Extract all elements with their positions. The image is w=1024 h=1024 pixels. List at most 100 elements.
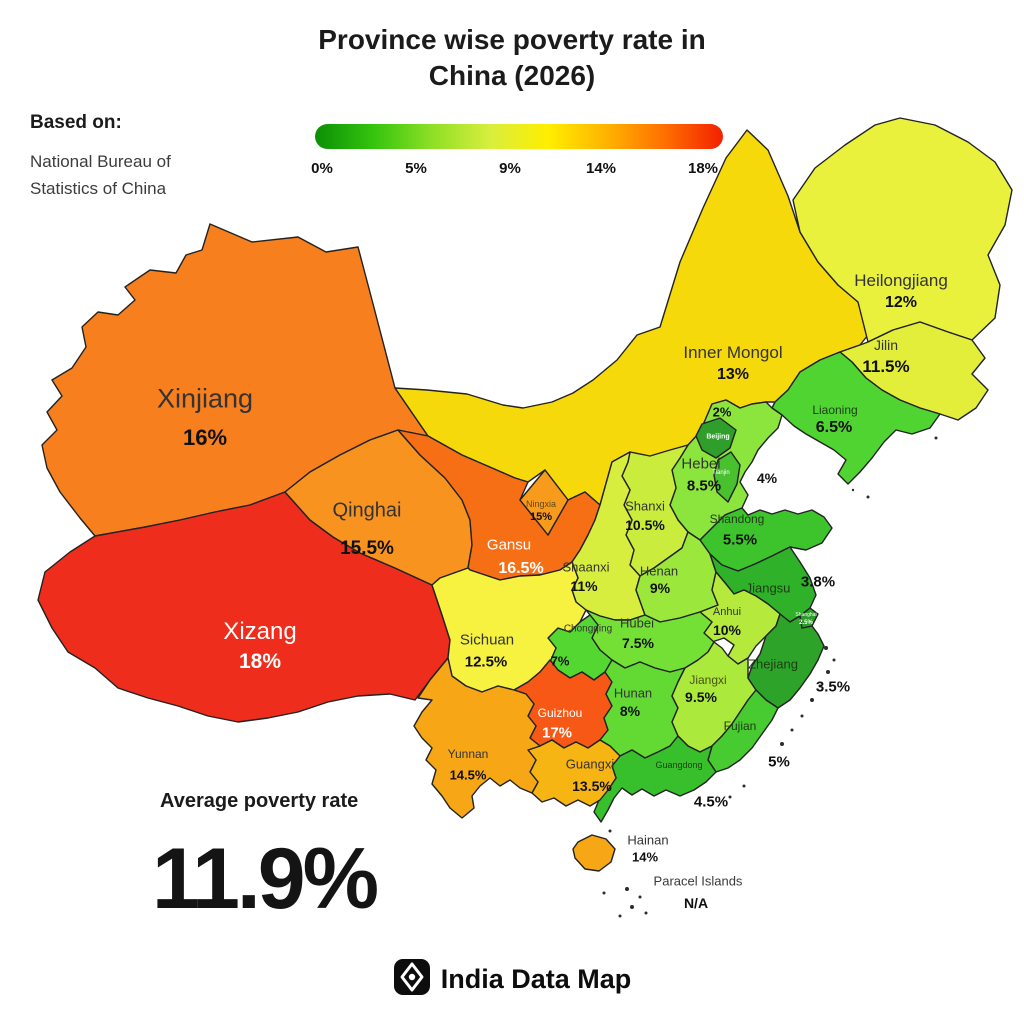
source-block: Based on: National Bureau of Statistics … — [30, 112, 171, 202]
label-gansu-value: 16.5% — [498, 560, 544, 577]
island-dot — [800, 714, 804, 718]
label-jiangxi-name: Jiangxi — [689, 673, 727, 687]
island-dot — [728, 795, 732, 799]
callout-guangdong-value: 4.5% — [693, 793, 729, 811]
label-paracel-value: N/A — [683, 895, 709, 911]
legend-gradient — [315, 124, 723, 149]
region-liaoning[interactable] — [771, 351, 941, 485]
region-tianjin[interactable] — [713, 451, 741, 503]
label-hainan-name: Hainan — [627, 832, 669, 848]
label-hunan-value: 8% — [619, 703, 641, 719]
label-shaanxi-value: 11% — [570, 578, 598, 594]
label-anhui-value: 10% — [712, 622, 742, 638]
label-yunnan-value: 14.5% — [449, 767, 487, 783]
island-dot — [866, 495, 870, 499]
island-dot — [851, 488, 855, 492]
label-tianjin-name: Tianjin — [712, 470, 730, 476]
label-sichuan-name: Sichuan — [459, 631, 515, 649]
label-hubei-name: Hubei — [620, 615, 654, 631]
label-paracel-name: Paracel Islands — [653, 873, 743, 889]
region-fujian[interactable] — [707, 689, 779, 773]
label-chongqing-value: 7% — [550, 653, 570, 669]
label-qinghai-value: 15.5% — [340, 538, 394, 559]
label-ningxia-value: 15% — [529, 511, 553, 523]
legend-tick-1: 5% — [405, 160, 427, 177]
region-beijing[interactable] — [695, 417, 737, 459]
region-ningxia[interactable] — [519, 469, 569, 536]
label-inner-mongol-name: Inner Mongol — [683, 343, 783, 362]
page-title: Province wise poverty rate in China (202… — [0, 22, 1024, 94]
region-sichuan[interactable] — [431, 561, 587, 693]
paracel-island-dot — [644, 911, 648, 915]
callout-fujian-value: 5% — [768, 753, 790, 771]
paracel-island-dot — [625, 887, 629, 891]
label-jiangsu-name: Jiangsu — [745, 580, 791, 596]
label-liaoning-value: 6.5% — [815, 419, 853, 436]
island-dot — [818, 684, 822, 688]
paracel-island-dot — [630, 905, 634, 909]
label-jilin-name: Jilin — [873, 337, 899, 353]
label-shanghai-name: Shanghai — [795, 612, 817, 618]
label-henan-value: 9% — [649, 580, 671, 596]
label-jilin-value: 11.5% — [862, 357, 910, 376]
label-xinjiang-name: Xinjiang — [156, 383, 254, 414]
label-sichuan-value: 12.5% — [464, 653, 508, 671]
label-guangxi-name: Guangxi — [565, 756, 615, 772]
label-heilongjiang-name: Heilongjiang — [854, 271, 948, 290]
label-hubei-value: 7.5% — [622, 635, 654, 651]
island-dot — [824, 646, 828, 650]
label-yunnan-name: Yunnan — [447, 747, 489, 761]
island-dot — [790, 728, 794, 732]
island-dot — [742, 784, 746, 788]
island-dot — [934, 436, 938, 440]
island-dot — [826, 670, 830, 674]
region-shanghai[interactable] — [799, 607, 819, 629]
region-heilongjiang[interactable] — [792, 117, 1013, 343]
label-inner-mongol-value: 13% — [716, 366, 750, 383]
island-dot — [608, 829, 612, 833]
title-line-2: China (2026) — [428, 60, 596, 91]
label-guangxi-value: 13.5% — [572, 778, 612, 794]
region-inner-mongol[interactable] — [394, 129, 873, 506]
label-shanxi-value: 10.5% — [625, 517, 665, 533]
label-hebei-name: Hebei — [681, 455, 721, 473]
brand-logo-icon — [393, 958, 431, 1001]
label-shanxi-name: Shanxi — [625, 498, 665, 514]
label-henan-name: Henan — [639, 563, 679, 579]
region-yunnan[interactable] — [413, 657, 541, 819]
average-label: Average poverty rate — [160, 790, 359, 812]
label-qinghai-name: Qinghai — [332, 499, 402, 522]
footer-brand: India Data Map — [0, 958, 1024, 1001]
label-shandong-name: Shandong — [709, 512, 765, 526]
label-jiangxi-value: 9.5% — [685, 689, 717, 705]
label-hebei-value: 8.5% — [686, 477, 722, 495]
label-gansu-name: Gansu — [486, 536, 532, 554]
label-anhui-name: Anhui — [712, 606, 742, 618]
label-fujian-name: Fujian — [723, 719, 757, 733]
title-line-1: Province wise poverty rate in — [318, 24, 706, 55]
label-heilongjiang-value: 12% — [884, 294, 918, 311]
region-guangdong[interactable] — [593, 735, 717, 823]
legend-tick-0: 0% — [311, 160, 333, 177]
label-chongqing-name: Chongqing — [563, 623, 613, 635]
region-hainan[interactable] — [572, 834, 616, 872]
label-xizang-name: Xizang — [223, 618, 297, 645]
label-shanghai-value: 2.5% — [799, 620, 813, 626]
label-guizhou-value: 17% — [541, 724, 573, 742]
label-xizang-value: 18% — [238, 650, 282, 673]
label-hunan-name: Hunan — [613, 685, 653, 701]
label-liaoning-name: Liaoning — [812, 403, 858, 417]
source-heading: Based on: — [30, 112, 122, 133]
label-zhejiang-name: Zhejiang — [748, 656, 798, 672]
island-dot — [832, 658, 836, 662]
label-ningxia-name: Ningxia — [525, 499, 557, 509]
callout-tianjin-value: 4% — [756, 470, 778, 486]
label-shandong-value: 5.5% — [722, 531, 758, 549]
paracel-island-dot — [638, 895, 642, 899]
callout-zhejiang-value: 3.5% — [815, 678, 851, 696]
source-line-2: Statistics of China — [30, 179, 167, 198]
average-value: 11.9% — [152, 831, 379, 927]
paracel-island-dot — [602, 891, 606, 895]
legend-tick-3: 14% — [585, 160, 617, 177]
